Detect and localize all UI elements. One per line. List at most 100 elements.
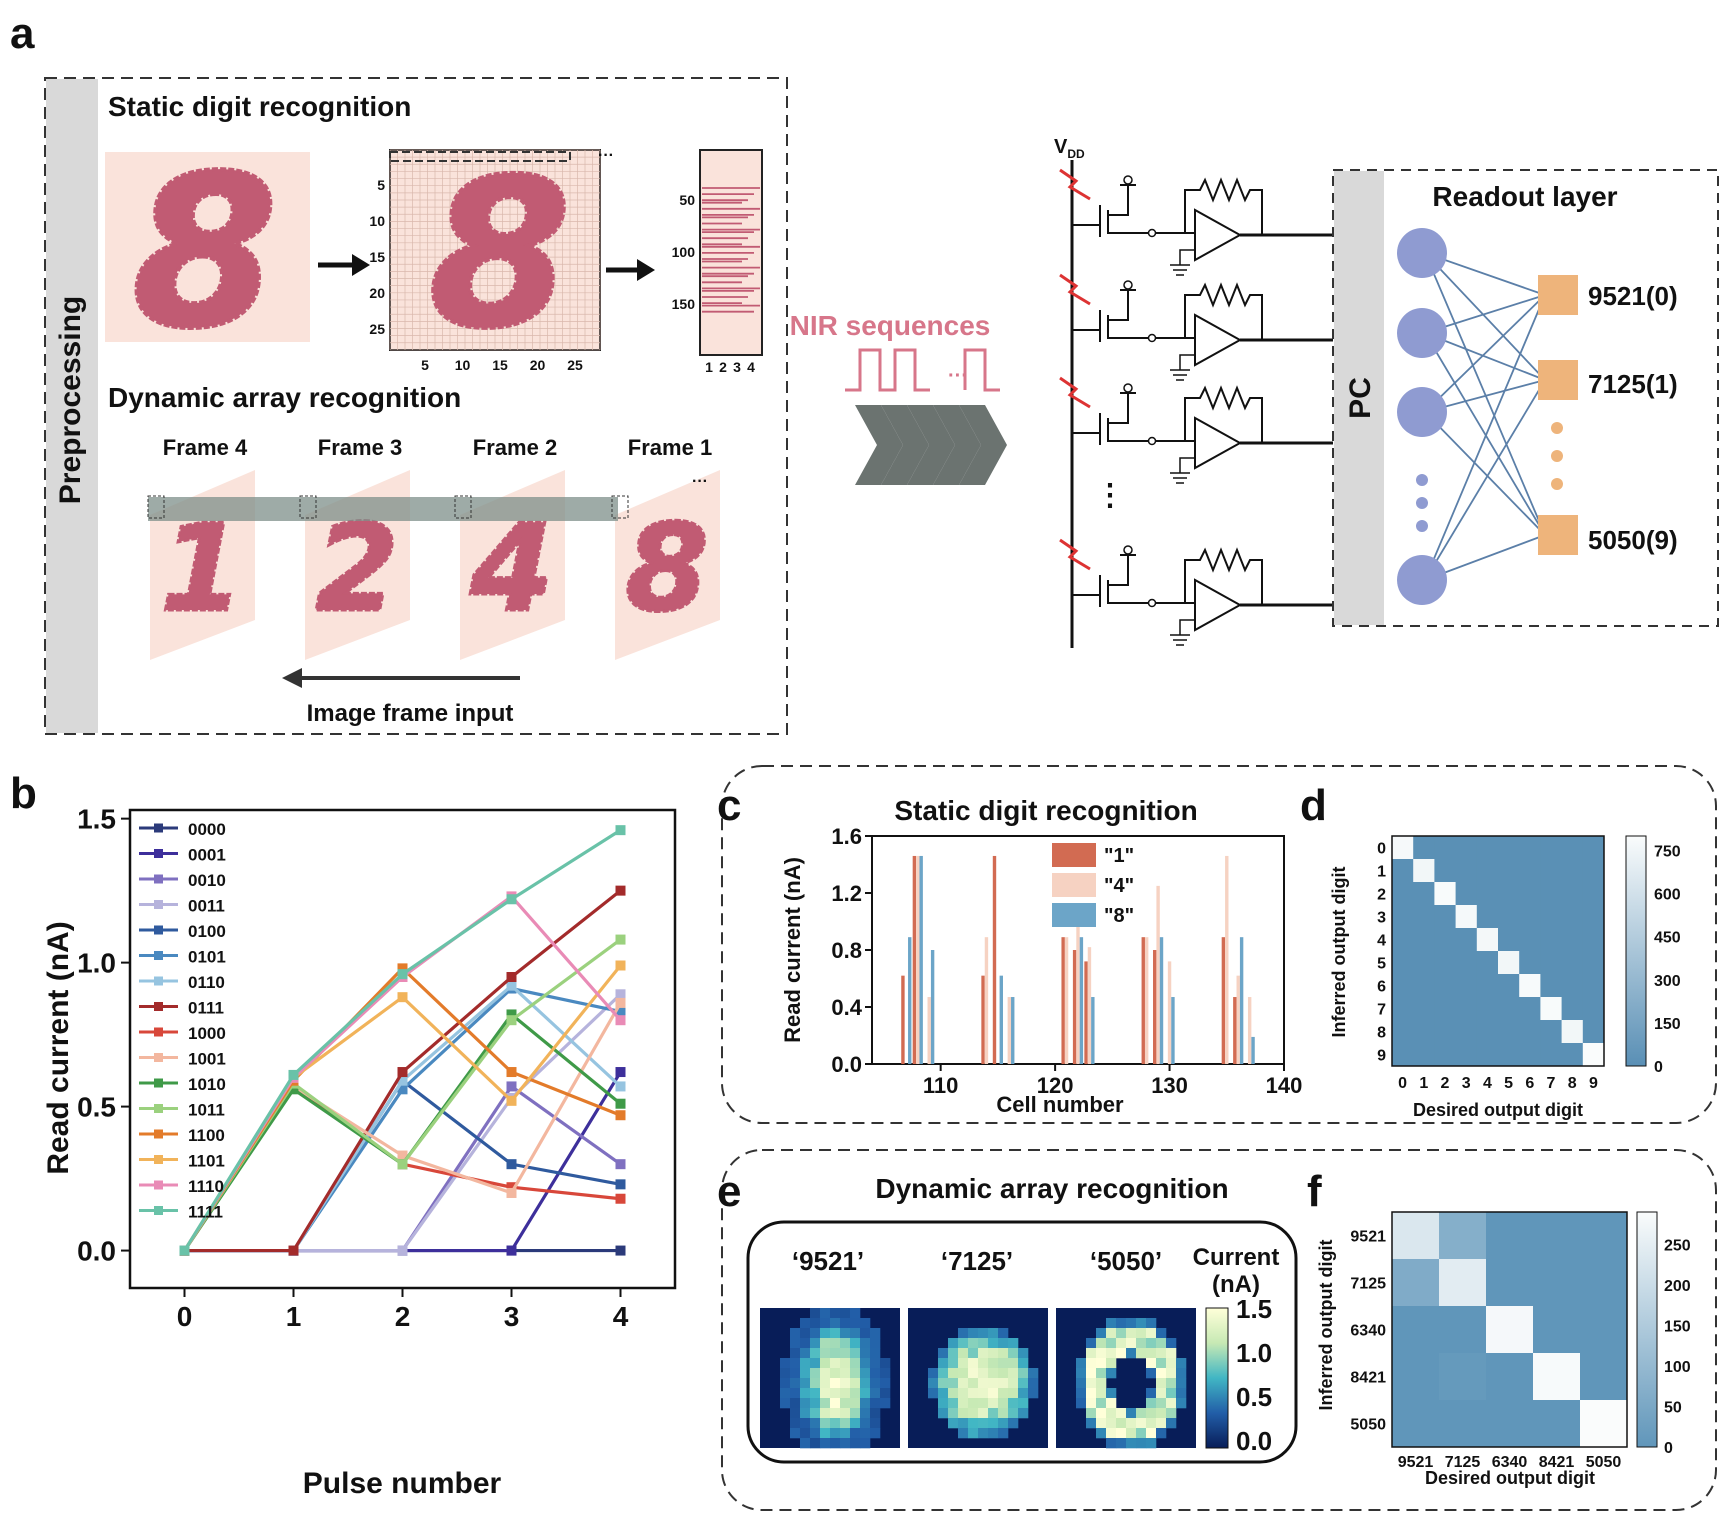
map-pixel xyxy=(998,1368,1009,1379)
map-pixel xyxy=(860,1408,871,1419)
map-pixel xyxy=(820,1398,831,1409)
map-pixel xyxy=(880,1398,891,1409)
chart-f-ytick-label: 6340 xyxy=(1350,1323,1386,1340)
map-pixel xyxy=(1008,1388,1019,1399)
legend-marker-1010 xyxy=(154,1078,163,1088)
output-9: 5050(9) xyxy=(1588,525,1678,555)
legend-label-0001: 0001 xyxy=(188,846,226,865)
map-pixel xyxy=(820,1348,831,1359)
network-edge xyxy=(1424,411,1546,536)
map-pixel xyxy=(938,1388,949,1399)
cell-3-0 xyxy=(1392,1353,1440,1401)
cell-1-1 xyxy=(1439,1259,1487,1307)
strip-tick-x: 3 xyxy=(733,359,741,375)
map-pixel xyxy=(800,1318,811,1329)
map-pixel xyxy=(830,1418,841,1429)
cell-7-9 xyxy=(1582,997,1605,1021)
cell-6-2 xyxy=(1434,974,1457,998)
legend-marker-0101 xyxy=(154,951,163,960)
strip-tick-x: 2 xyxy=(719,359,727,375)
chart-c-axes: 110 120 130 140 0.0 0.4 0.8 1.2 1.6 xyxy=(831,824,1302,1098)
map-pixel xyxy=(880,1368,891,1379)
map-pixel xyxy=(810,1318,821,1329)
map-pixel xyxy=(1156,1388,1167,1399)
map-pixel xyxy=(1086,1348,1097,1359)
map-pixel xyxy=(1008,1358,1019,1369)
map-pixel xyxy=(850,1408,861,1419)
map-pixel xyxy=(1106,1368,1117,1379)
chart-b-series xyxy=(179,825,626,1256)
cell-2-6 xyxy=(1519,882,1541,906)
map-pixel xyxy=(850,1358,861,1369)
map-pixel xyxy=(1176,1358,1187,1369)
cell-2-1 xyxy=(1439,1306,1487,1354)
map-pixel xyxy=(948,1378,959,1389)
input-image xyxy=(105,152,310,342)
map-pixel xyxy=(1008,1418,1019,1429)
scan-row-marker xyxy=(389,151,571,162)
bar-1 xyxy=(1167,961,1172,1064)
cell-2-2 xyxy=(1434,882,1457,906)
cell-9-4 xyxy=(1476,1043,1499,1067)
colorbar-tick-label: 600 xyxy=(1654,887,1681,904)
chart-d-xtick-label: 0 xyxy=(1398,1075,1407,1092)
pc-label: PC xyxy=(1344,377,1377,419)
map-pixel xyxy=(810,1308,821,1319)
digit-glyph: 1 xyxy=(160,500,244,639)
chart-c-ytick-label: 1.2 xyxy=(831,881,862,906)
feedback-resistor xyxy=(1184,177,1263,235)
ef-box xyxy=(721,1149,1717,1511)
network-edge xyxy=(1424,332,1546,536)
cell-1-2 xyxy=(1434,859,1457,883)
map-pixel xyxy=(1166,1338,1177,1349)
cell-4-0 xyxy=(1392,928,1414,952)
output-node xyxy=(1538,275,1578,315)
legend-marker-1101 xyxy=(154,1155,163,1164)
series-point-1011 xyxy=(506,1015,517,1026)
series-point-0110 xyxy=(506,980,517,991)
map-pixel xyxy=(830,1368,841,1379)
legend-label-0100: 0100 xyxy=(188,922,226,941)
input-node xyxy=(1397,308,1447,358)
map-pixel xyxy=(800,1418,811,1429)
map-pixel xyxy=(968,1328,979,1339)
bar-2 xyxy=(1171,997,1175,1064)
strip-ticks: 50 100 150 1 2 3 4 xyxy=(672,192,755,375)
cell-0-3 xyxy=(1533,1212,1581,1260)
chart-f-ytick-label: 8421 xyxy=(1350,1370,1386,1387)
map-pixel xyxy=(1156,1408,1167,1419)
panel-label-c: c xyxy=(717,781,741,830)
map-pixel xyxy=(1096,1358,1107,1369)
cell-1-4 xyxy=(1580,1259,1628,1307)
cell-5-4 xyxy=(1476,951,1499,975)
cell-4-1 xyxy=(1439,1400,1487,1448)
map-pixel xyxy=(850,1438,861,1449)
colorbar-tick-label: 150 xyxy=(1664,1318,1691,1335)
map-pixel xyxy=(800,1398,811,1409)
output-node-dot xyxy=(1551,422,1563,434)
map-pixel xyxy=(860,1378,871,1389)
cell-0-2 xyxy=(1434,836,1457,860)
cell-5-3 xyxy=(1455,951,1478,975)
map-pixel xyxy=(938,1348,949,1359)
colorbar xyxy=(1625,835,1647,1067)
grid-tick-x: 15 xyxy=(492,357,508,373)
gate-terminal xyxy=(1123,175,1133,185)
legend-label-0010: 0010 xyxy=(188,871,226,890)
map-pixel xyxy=(1018,1398,1029,1409)
cell-8-4 xyxy=(1476,1020,1499,1044)
map-pixel xyxy=(1018,1408,1029,1419)
map-pixel xyxy=(958,1338,969,1349)
static-title: Static digit recognition xyxy=(108,91,411,122)
cell-6-7 xyxy=(1540,974,1563,998)
bar-1 xyxy=(1007,997,1012,1064)
map-pixel xyxy=(938,1398,949,1409)
map-pixel xyxy=(1146,1398,1157,1409)
cell-4-6 xyxy=(1519,928,1541,952)
map-pixel xyxy=(810,1328,821,1339)
map-pixel xyxy=(1096,1428,1107,1439)
op-amp xyxy=(1194,208,1243,262)
cell-9-6 xyxy=(1519,1043,1541,1067)
map-pixel xyxy=(870,1328,881,1339)
phototransistor xyxy=(1072,554,1136,607)
